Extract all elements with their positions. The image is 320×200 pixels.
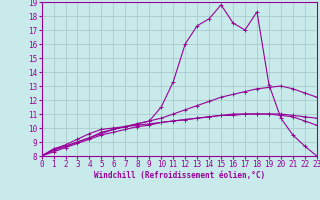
- X-axis label: Windchill (Refroidissement éolien,°C): Windchill (Refroidissement éolien,°C): [94, 171, 265, 180]
